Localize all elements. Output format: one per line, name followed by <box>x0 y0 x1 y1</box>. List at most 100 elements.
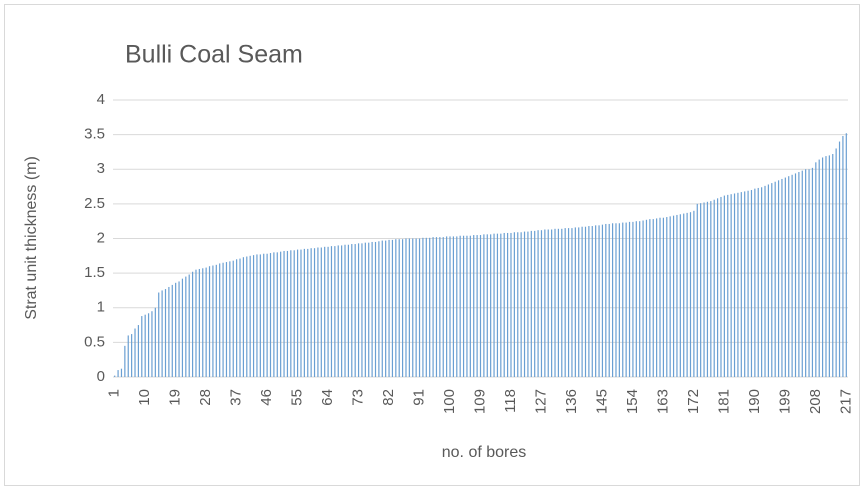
y-tick-label: 3 <box>97 160 105 177</box>
bar <box>730 194 732 377</box>
bar <box>432 237 434 377</box>
bar <box>313 248 316 377</box>
bar <box>222 262 224 377</box>
bar <box>608 223 610 377</box>
bar <box>449 236 451 377</box>
bar <box>283 250 285 377</box>
bar <box>300 249 302 377</box>
bar <box>835 148 837 377</box>
bar <box>601 224 604 377</box>
bar <box>334 246 336 377</box>
bar <box>429 237 431 377</box>
bar <box>639 221 641 377</box>
bar <box>354 244 356 377</box>
bar <box>151 311 153 377</box>
x-tick-label: 136 <box>563 389 580 414</box>
bar <box>818 159 820 377</box>
bar <box>273 252 275 377</box>
bar <box>771 183 773 377</box>
bar <box>232 260 234 377</box>
bar <box>656 218 658 377</box>
x-tick-label: 73 <box>350 389 367 406</box>
bar <box>788 176 790 377</box>
bar <box>625 222 627 377</box>
bar <box>452 236 455 377</box>
bar <box>632 221 634 377</box>
bar <box>520 232 522 377</box>
bar <box>208 266 211 377</box>
bar <box>124 345 126 377</box>
bar <box>845 133 847 377</box>
bar <box>767 184 770 377</box>
bar <box>578 227 580 377</box>
x-axis-label: no. of bores <box>442 444 527 461</box>
bar <box>571 228 573 377</box>
bar <box>252 255 255 377</box>
bar <box>293 250 295 377</box>
bar <box>388 239 390 377</box>
bar <box>811 167 814 377</box>
x-tick-label: 82 <box>380 389 397 406</box>
bar <box>777 180 780 377</box>
bar <box>791 174 793 377</box>
bar <box>794 173 797 377</box>
bar <box>628 221 631 377</box>
bar <box>415 238 417 377</box>
bar <box>530 230 532 377</box>
bar <box>720 196 722 377</box>
bar <box>669 216 671 377</box>
bar <box>723 195 725 377</box>
bar <box>567 228 570 377</box>
y-tick-label: 3.5 <box>84 126 105 143</box>
bar <box>347 244 350 377</box>
bar <box>645 219 648 377</box>
bar <box>422 237 424 377</box>
bar <box>137 325 140 377</box>
bar <box>303 248 305 377</box>
bar <box>256 254 258 377</box>
bar <box>117 370 119 377</box>
bar <box>510 232 512 377</box>
bar <box>175 282 177 377</box>
bar <box>713 199 715 377</box>
bar <box>171 284 173 377</box>
bar <box>483 234 485 377</box>
bar <box>368 242 370 377</box>
x-tick-label: 127 <box>532 389 549 414</box>
bar <box>490 234 492 377</box>
bar <box>842 136 844 377</box>
bar <box>500 233 502 377</box>
bar <box>401 239 404 377</box>
bar <box>147 313 150 377</box>
bar <box>517 232 519 377</box>
bar <box>205 267 207 377</box>
x-tick-label: 109 <box>471 389 488 414</box>
bar <box>557 228 560 377</box>
bar <box>693 210 695 377</box>
bar <box>825 156 827 377</box>
bar <box>131 334 133 377</box>
bar <box>540 230 543 377</box>
bar <box>290 250 292 377</box>
x-tick-label: 172 <box>685 389 702 414</box>
bar <box>561 228 563 377</box>
bar <box>330 246 333 377</box>
bar <box>158 292 160 377</box>
bar <box>229 261 231 377</box>
bar <box>659 217 661 377</box>
bar <box>750 190 753 377</box>
x-tick-label: 199 <box>776 389 793 414</box>
y-axis-label: Strat unit thickness (m) <box>23 156 40 320</box>
bar <box>442 237 444 377</box>
bar <box>324 246 326 377</box>
bar <box>700 203 702 377</box>
bar <box>815 162 817 377</box>
bar <box>249 255 251 377</box>
bar <box>740 192 742 377</box>
bar <box>686 212 688 377</box>
bar <box>679 214 681 377</box>
bar <box>276 252 278 377</box>
y-tick-label: 1 <box>97 299 105 316</box>
bar <box>703 202 705 377</box>
